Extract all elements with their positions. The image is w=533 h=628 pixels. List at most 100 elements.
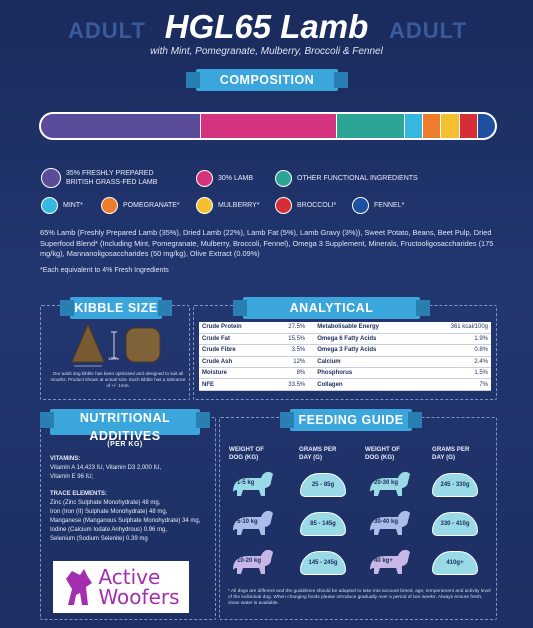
analytical-label-left: NFE — [199, 378, 272, 391]
active-woofers-logo: Active Woofers — [53, 561, 189, 613]
composition-segment — [41, 114, 200, 138]
composition-bar — [39, 112, 497, 140]
product-title: HGL65 Lamb — [164, 8, 369, 45]
analytical-value-right: 1.5% — [421, 367, 491, 380]
feeding-grams-label: 145 - 245g — [308, 560, 338, 566]
food-bowl-icon: 25 - 85g — [300, 473, 346, 497]
feeding-weight-label: 30-40 kg — [374, 519, 399, 525]
analytical-label-right: Calcium — [314, 356, 422, 369]
feeding-grams-label: 25 - 85g — [311, 482, 335, 488]
analytical-label-right: Omega 3 Fatty Acids — [314, 344, 422, 357]
feeding-grams-cell: 410g+ — [432, 546, 478, 575]
ingredients-list: 65% Lamb (Freshly Prepared Lamb (35%), D… — [40, 228, 494, 259]
food-bowl-icon: 245 - 330g — [432, 473, 478, 497]
trace-heading: TRACE ELEMENTS: — [50, 491, 107, 497]
feeding-grams-cell: 25 - 85g — [300, 468, 346, 497]
analytical-banner: ANALYTICAL CONSTITUENTS — [233, 297, 430, 337]
analytical-row: Crude Protein 27.5% Metabolisable Energy 36… — [199, 322, 491, 334]
gap — [308, 356, 315, 369]
legend-broccoli: BROCCOLI* — [275, 197, 336, 214]
vitamins-line1: Vitamin A 14,423 IU, Vitamin D3 2,000 IU… — [50, 465, 162, 471]
trace-element: Manganese (Manganous Sulphate Monohydrat… — [50, 518, 201, 524]
analytical-label-right: Metabolisable Energy — [314, 322, 422, 334]
feeding-grams-label: 245 - 330g — [440, 482, 470, 488]
legend-mint-label: MINT* — [63, 202, 83, 209]
composition-segment — [199, 114, 337, 138]
additives-content: VITAMINS: Vitamin A 14,423 IU, Vitamin D… — [50, 449, 210, 544]
feeding-weight-cell: 1-5 kg — [229, 468, 279, 500]
feeding-weight-label: 40 kg+ — [374, 558, 393, 564]
analytical-table: Crude Protein 27.5% Metabolisable Energy 36… — [199, 322, 491, 391]
trace-element: Selenium (Sodium Selenite) 0.39 mg — [50, 536, 148, 542]
analytical-value-left: 3.5% — [271, 344, 309, 357]
trace-element: Iodine (Calcium Iodate Anhydrous) 0.96 m… — [50, 527, 168, 533]
logo-line1: Active — [98, 565, 161, 589]
feeding-weight-cell: 5-10 kg — [229, 507, 279, 539]
legend-fennel: FENNEL* — [352, 197, 404, 214]
legend-pomegranate: POMEGRANATE* — [101, 197, 180, 214]
logo-line2: Woofers — [98, 585, 180, 609]
food-bowl-icon: 330 - 410g — [432, 512, 478, 536]
analytical-row: Crude Fat 15.5% Omega 6 Fatty Acids 1.9% — [199, 333, 491, 346]
legend-lamb: 30% LAMB — [196, 170, 253, 187]
gap — [308, 367, 315, 380]
legend-lamb-fresh: 35% FRESHLY PREPARED BRITISH GRASS-FED LA… — [41, 168, 157, 188]
additives-banner-sub: (PER KG) — [107, 441, 143, 448]
feeding-weight-cell: 30-40 kg — [366, 507, 416, 539]
feeding-grams-cell: 85 - 145g — [300, 507, 346, 536]
feeding-weight-cell: 40 kg+ — [366, 546, 416, 578]
trace-element: Zinc (Zinc Sulphate Monohydrate) 48 mg, — [50, 500, 161, 506]
legend-mulberry: MULBERRY* — [196, 197, 260, 214]
analytical-value-left: 12% — [271, 356, 309, 369]
feeding-note: * All dogs are different and the guideli… — [228, 589, 491, 607]
kibble-triangle-icon — [71, 322, 105, 363]
legend-mulberry-label: MULBERRY* — [218, 202, 260, 209]
vitamins-line2: Vitamin E 96 IU; — [50, 474, 94, 480]
right-adult-label: ADULT — [389, 18, 467, 43]
legend-mint: MINT* — [41, 197, 83, 214]
analytical-value-left: 15.5% — [271, 333, 309, 346]
dog-large-icon — [366, 468, 416, 503]
kibble-square-icon — [125, 327, 161, 363]
composition-banner: COMPOSITION — [186, 69, 348, 91]
additives-banner-title: NUTRITIONAL ADDITIVES — [79, 411, 171, 443]
legend-dot-pink-icon — [196, 170, 213, 187]
kibble-image — [71, 322, 161, 367]
legend-lamb-fresh-line2: BRITISH GRASS-FED LAMB — [66, 179, 158, 186]
analytical-label-left: Moisture — [199, 367, 272, 380]
analytical-label-left: Crude Ash — [199, 356, 272, 369]
analytical-value-right: 1.9% — [421, 333, 491, 346]
legend-other: OTHER FUNCTIONAL INGREDIENTS — [275, 170, 418, 187]
product-subtitle: with Mint, Pomegranate, Mulberry, Brocco… — [150, 46, 383, 57]
feeding-grams-cell: 330 - 410g — [432, 507, 478, 536]
analytical-row: Crude Fibre 3.5% Omega 3 Fatty Acids 0.8% — [199, 344, 491, 357]
feeding-weight-label: 20-30 kg — [374, 480, 399, 486]
feeding-grams-cell: 145 - 245g — [300, 546, 346, 575]
feeding-weight-label: 1-5 kg — [237, 480, 255, 486]
gap — [308, 333, 315, 346]
feeding-grams-label: 85 - 145g — [310, 521, 336, 527]
feeding-weight-label: 5-10 kg — [237, 519, 258, 525]
analytical-label-right: Omega 6 Fatty Acids — [314, 333, 422, 346]
analytical-label-left: Crude Fat — [199, 333, 272, 346]
gap — [308, 322, 315, 334]
dog-logo-icon — [66, 569, 93, 605]
analytical-value-left: 8% — [271, 367, 309, 380]
legend-dot-red-icon — [275, 197, 292, 214]
analytical-value-left: 27.5% — [271, 322, 309, 334]
food-bowl-icon: 85 - 145g — [300, 512, 346, 536]
composition-segment — [458, 114, 477, 138]
legend-fennel-label: FENNEL* — [374, 202, 405, 209]
feeding-col-grams-1: GRAMS PER DAY (g) — [299, 446, 337, 461]
dog-small-icon — [229, 507, 279, 542]
analytical-label-right: Collagen — [314, 378, 422, 391]
feeding-weight-cell: 20-30 kg — [366, 468, 416, 500]
feeding-weight-cell: 10-20 kg — [229, 546, 279, 578]
legend-dot-yellow-icon — [196, 197, 213, 214]
dog-large-icon — [366, 507, 416, 542]
kibble-dimension: 11mm — [108, 356, 119, 361]
legend-broccoli-label: BROCCOLI* — [297, 202, 337, 209]
food-bowl-icon: 410g+ — [432, 551, 478, 575]
analytical-label-left: Crude Protein — [199, 322, 272, 334]
feeding-banner: FEEDING GUIDE — [280, 409, 422, 431]
